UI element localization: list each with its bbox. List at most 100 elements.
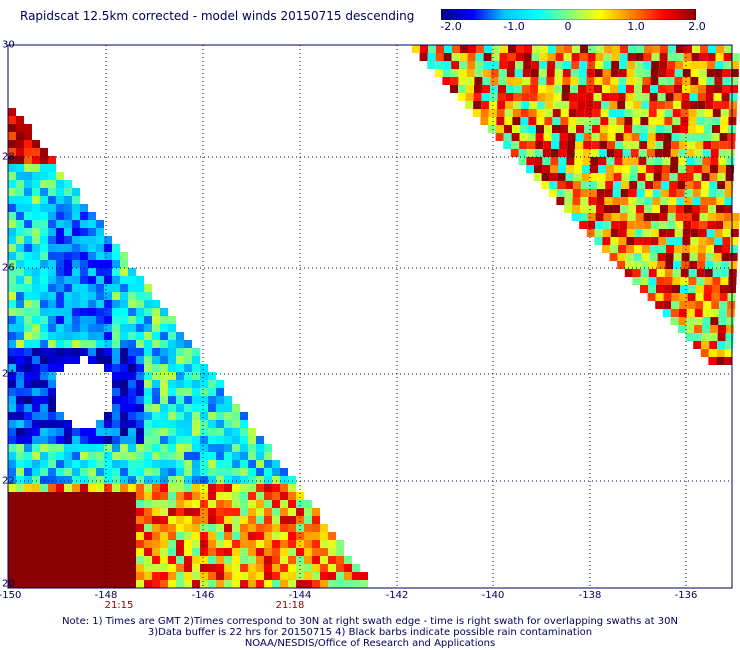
- wind-cell: [619, 221, 628, 229]
- wind-cell: [160, 500, 168, 508]
- wind-cell: [580, 45, 588, 53]
- wind-cell: [8, 348, 16, 356]
- wind-cell: [40, 340, 48, 348]
- wind-cell: [48, 572, 56, 580]
- wind-cell: [72, 540, 80, 548]
- wind-cell: [24, 236, 32, 244]
- wind-cell: [240, 580, 248, 588]
- wind-cell: [687, 301, 696, 309]
- wind-cell: [672, 109, 681, 117]
- wind-cell: [691, 61, 700, 69]
- wind-cell: [248, 492, 256, 500]
- wind-cell: [603, 61, 612, 69]
- wind-cell: [712, 277, 721, 285]
- wind-cell: [160, 540, 168, 548]
- wind-cell: [612, 205, 620, 213]
- wind-cell: [543, 141, 552, 149]
- wind-cell: [160, 444, 168, 452]
- wind-cell: [160, 356, 168, 364]
- wind-cell: [8, 476, 16, 484]
- wind-cell: [248, 452, 256, 460]
- wind-cell: [136, 556, 144, 564]
- wind-cell: [677, 181, 686, 189]
- wind-cell: [64, 468, 72, 476]
- wind-cell: [160, 468, 168, 476]
- wind-cell: [436, 45, 444, 53]
- wind-cell: [88, 316, 96, 324]
- wind-cell: [120, 292, 128, 300]
- wind-cell: [652, 197, 661, 205]
- wind-cell: [16, 188, 24, 196]
- wind-cell: [619, 61, 628, 69]
- wind-cell: [144, 580, 152, 588]
- wind-cell: [709, 181, 718, 189]
- wind-cell: [679, 293, 688, 301]
- wind-cell: [16, 132, 24, 140]
- wind-cell: [344, 564, 352, 572]
- wind-cell: [72, 524, 80, 532]
- wind-cell: [256, 452, 264, 460]
- wind-cell: [647, 141, 656, 149]
- wind-cell: [200, 532, 208, 540]
- wind-cell: [605, 181, 614, 189]
- wind-cell: [256, 444, 264, 452]
- wind-cell: [530, 77, 539, 85]
- wind-cell: [320, 580, 328, 588]
- wind-cell: [56, 532, 64, 540]
- wind-cell: [704, 285, 712, 293]
- wind-cell: [16, 172, 24, 180]
- wind-cell: [72, 500, 80, 508]
- wind-cell: [128, 412, 136, 420]
- wind-cell: [610, 85, 618, 93]
- wind-cell: [72, 268, 80, 276]
- wind-cell: [168, 540, 176, 548]
- wind-cell: [120, 492, 128, 500]
- wind-cell: [562, 69, 571, 77]
- wind-cell: [200, 380, 208, 388]
- wind-cell: [96, 332, 104, 340]
- wind-cell: [706, 245, 714, 253]
- wind-cell: [32, 340, 40, 348]
- wind-cell: [660, 189, 669, 197]
- wind-cell: [56, 556, 64, 564]
- wind-cell: [80, 532, 88, 540]
- wind-cell: [719, 141, 728, 149]
- wind-cell: [722, 245, 730, 253]
- wind-cell: [567, 133, 576, 141]
- wind-cell: [597, 173, 606, 181]
- wind-cell: [80, 468, 88, 476]
- wind-cell: [674, 229, 683, 237]
- wind-cell: [676, 45, 684, 53]
- wind-cell: [152, 548, 160, 556]
- wind-cell: [16, 268, 24, 276]
- wind-cell: [8, 196, 16, 204]
- wind-cell: [534, 165, 542, 173]
- wind-cell: [136, 548, 144, 556]
- wind-cell: [24, 348, 32, 356]
- wind-cell: [607, 141, 616, 149]
- wind-cell: [48, 236, 56, 244]
- wind-cell: [256, 540, 264, 548]
- wind-cell: [670, 165, 678, 173]
- wind-cell: [80, 260, 88, 268]
- wind-cell: [16, 468, 24, 476]
- wind-cell: [691, 221, 700, 229]
- wind-cell: [498, 69, 507, 77]
- wind-cell: [693, 333, 702, 341]
- wind-cell: [604, 45, 612, 53]
- wind-cell: [574, 149, 583, 157]
- wind-cell: [56, 300, 64, 308]
- wind-cell: [642, 77, 651, 85]
- wind-cell: [120, 268, 128, 276]
- wind-cell: [564, 197, 573, 205]
- wind-cell: [48, 420, 56, 428]
- wind-cell: [200, 396, 208, 404]
- wind-cell: [256, 500, 264, 508]
- wind-cell: [112, 580, 120, 588]
- wind-cell: [40, 164, 48, 172]
- wind-cell: [144, 284, 152, 292]
- wind-cell: [232, 516, 240, 524]
- wind-cell: [56, 188, 64, 196]
- wind-cell: [192, 388, 200, 396]
- wind-cell: [690, 69, 699, 77]
